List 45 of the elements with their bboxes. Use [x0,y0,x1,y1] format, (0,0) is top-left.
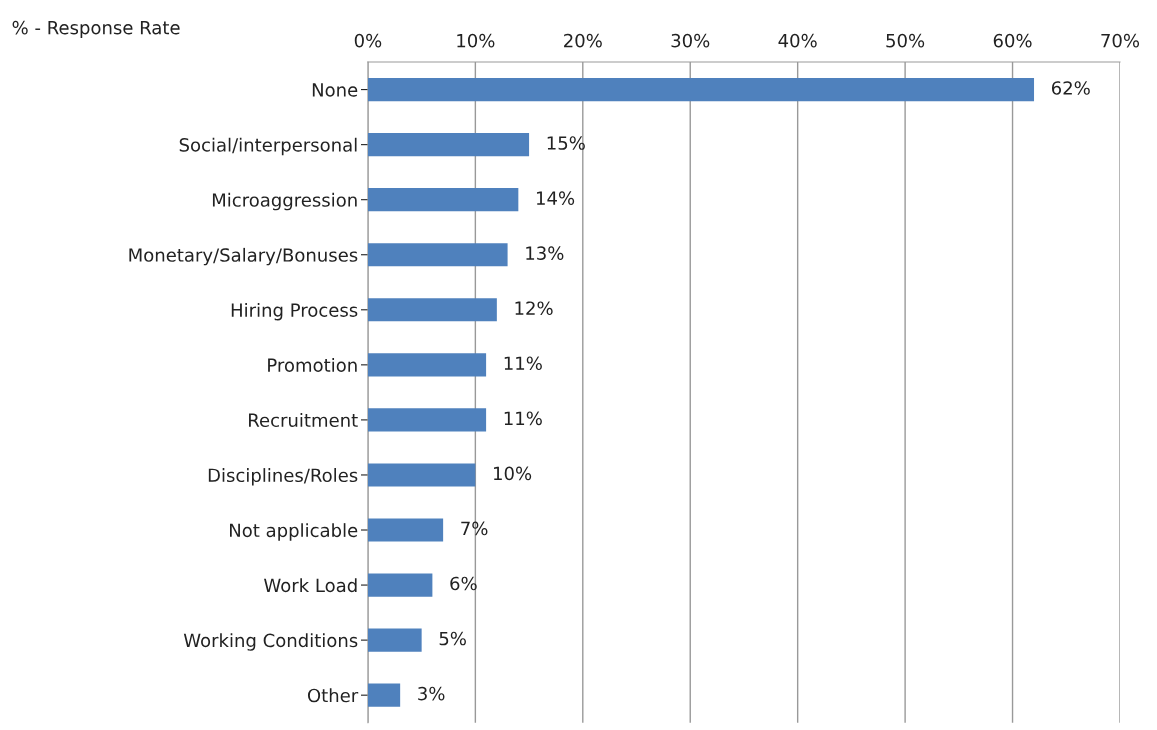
y-tick-label: Working Conditions [183,633,358,651]
y-tick-label: Disciplines/Roles [208,468,358,486]
x-tick-label: 40% [778,33,817,48]
bar [367,298,497,322]
y-tick-label: Other [307,688,359,703]
x-tick-label: 10% [457,33,495,48]
data-label: 6% [450,576,477,591]
y-tick-label: Social/interpersonal [179,137,357,156]
x-tick-label: 50% [886,33,925,48]
data-label: 11% [504,356,542,371]
data-label: 7% [461,521,488,536]
bar [367,463,476,487]
bar [367,518,444,542]
x-tick-label: 0% [354,33,382,48]
bar [367,133,530,157]
y-tick-label: None [312,83,358,97]
bar [367,408,487,432]
data-label: 14% [536,191,575,205]
data-label: 3% [418,686,445,701]
bar [367,78,1035,102]
y-tick-label: Recruitment [249,413,358,428]
data-label: 10% [494,466,532,481]
y-tick-label: Hiring Process [231,302,358,321]
data-label: 15% [547,136,585,150]
bar [367,683,401,707]
y-tick-label: Microaggression [212,192,357,211]
y-tick-label: Not applicable [230,523,358,541]
data-label: 5% [439,631,466,646]
bar [367,243,508,267]
bar [367,573,433,597]
data-label: 62% [1051,81,1090,95]
bar [367,188,519,212]
x-tick-label: 30% [671,33,710,48]
y-tick-label: Monetary/Salary/Bonuses [129,247,358,266]
data-label: 11% [504,411,542,426]
bar [367,628,422,652]
data-label: 12% [515,301,553,316]
x-tick-label: 70% [1101,33,1140,48]
data-label: 13% [526,246,564,260]
bar [367,353,487,377]
x-tick-label: 60% [993,33,1032,48]
y-tick-label: Work Load [264,578,357,593]
y-tick-label: Promotion [268,357,357,372]
x-tick-label: 20% [564,33,602,48]
text: % - Response Rate [12,20,180,38]
